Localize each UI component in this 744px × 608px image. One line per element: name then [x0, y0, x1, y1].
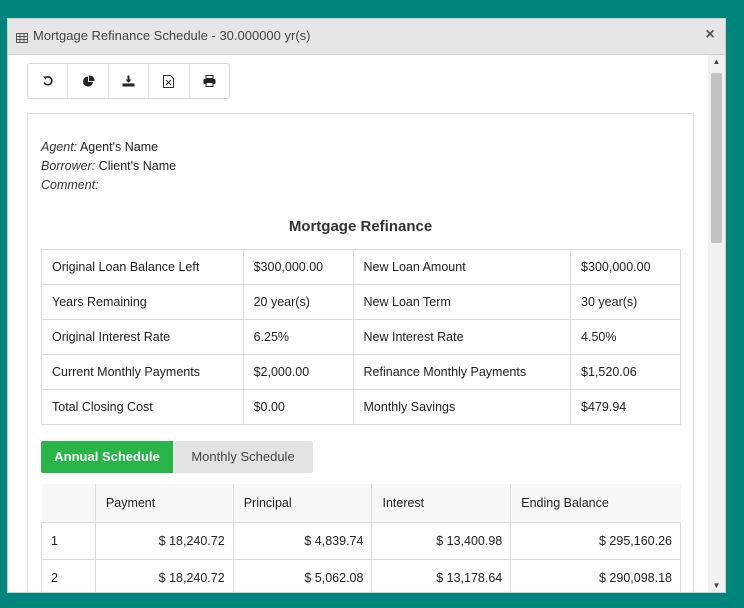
table-row: 1 $ 18,240.72 $ 4,839.74 $ 13,400.98 $ 2… [41, 522, 681, 560]
year-cell: 1 [41, 522, 96, 560]
summary-row: Current Monthly Payments $2,000.00 Refin… [41, 354, 681, 390]
download-button[interactable] [109, 64, 150, 98]
interest-cell: $ 13,400.98 [371, 522, 512, 560]
principal-cell: $ 4,839.74 [232, 522, 373, 560]
summary-value: $1,520.06 [570, 354, 681, 390]
close-icon[interactable]: × [705, 26, 715, 43]
summary-value: $2,000.00 [242, 354, 354, 390]
summary-label: Years Remaining [41, 284, 244, 320]
table-icon [16, 30, 28, 48]
table-row: 2 $ 18,240.72 $ 5,062.08 $ 13,178.64 $ 2… [41, 559, 681, 592]
schedule-header-row: Payment Principal Interest Ending Balanc… [41, 484, 681, 523]
scroll-down-icon[interactable]: ▼ [712, 581, 721, 590]
summary-label: Original Loan Balance Left [41, 249, 244, 285]
schedule-window: Mortgage Refinance Schedule - 30.000000 … [7, 18, 726, 593]
borrower-label: Borrower: [41, 159, 96, 173]
column-header [41, 484, 96, 523]
summary-value: 6.25% [242, 319, 354, 355]
year-cell: 2 [41, 559, 96, 592]
ending-balance-cell: $ 295,160.26 [510, 522, 681, 560]
title-bar: Mortgage Refinance Schedule - 30.000000 … [8, 19, 725, 55]
scroll-up-icon[interactable]: ▲ [712, 57, 721, 66]
report-panel: Agent: Agent's Name Borrower: Client's N… [27, 113, 694, 592]
schedule-table: Payment Principal Interest Ending Balanc… [41, 484, 681, 592]
summary-row: Years Remaining 20 year(s) New Loan Term… [41, 284, 681, 320]
summary-row: Original Interest Rate 6.25% New Interes… [41, 319, 681, 355]
column-header: Ending Balance [510, 484, 681, 523]
toolbar [27, 63, 230, 99]
vertical-scrollbar[interactable]: ▲ ▼ [708, 55, 725, 592]
summary-label: Refinance Monthly Payments [352, 354, 572, 390]
column-header: Payment [95, 484, 234, 523]
tab-monthly-schedule[interactable]: Monthly Schedule [173, 441, 313, 473]
summary-row: Original Loan Balance Left $300,000.00 N… [41, 249, 681, 285]
payment-cell: $ 18,240.72 [94, 522, 234, 560]
summary-label: New Loan Term [352, 284, 572, 320]
schedule-tabs: Annual Schedule Monthly Schedule [41, 441, 313, 473]
summary-label: New Interest Rate [352, 319, 572, 355]
column-header: Interest [371, 484, 512, 523]
agent-value: Agent's Name [79, 140, 159, 154]
excel-button[interactable] [149, 64, 190, 98]
summary-row: Total Closing Cost $0.00 Monthly Savings… [41, 389, 681, 425]
summary-label: Original Interest Rate [41, 319, 244, 355]
summary-label: New Loan Amount [352, 249, 572, 285]
refresh-button[interactable] [28, 64, 69, 98]
interest-cell: $ 13,178.64 [371, 559, 512, 592]
excel-icon [163, 74, 175, 88]
summary-value: $300,000.00 [570, 249, 681, 285]
summary-value: $479.94 [570, 389, 681, 425]
summary-label: Total Closing Cost [41, 389, 244, 425]
tab-annual-schedule[interactable]: Annual Schedule [41, 441, 173, 473]
summary-value: 20 year(s) [242, 284, 354, 320]
summary-value: 30 year(s) [570, 284, 681, 320]
report-heading: Mortgage Refinance [288, 218, 433, 235]
summary-value: $0.00 [242, 389, 354, 425]
window-title: Mortgage Refinance Schedule - 30.000000 … [33, 28, 311, 43]
download-icon [122, 75, 135, 87]
pie-chart-icon [82, 74, 95, 86]
borrower-value: Client's Name [98, 159, 177, 173]
comment-label: Comment: [41, 178, 99, 192]
chart-button[interactable] [68, 64, 109, 98]
summary-label: Monthly Savings [352, 389, 572, 425]
summary-value: $300,000.00 [242, 249, 354, 285]
summary-label: Current Monthly Payments [41, 354, 244, 390]
report-meta: Agent: Agent's Name Borrower: Client's N… [41, 138, 176, 195]
scrollbar-thumb[interactable] [711, 73, 722, 243]
print-icon [203, 75, 216, 87]
column-header: Principal [233, 484, 373, 523]
summary-table: Original Loan Balance Left $300,000.00 N… [41, 249, 681, 425]
agent-label: Agent: [41, 140, 78, 154]
print-button[interactable] [190, 64, 229, 98]
payment-cell: $ 18,240.72 [94, 559, 234, 592]
summary-value: 4.50% [570, 319, 681, 355]
principal-cell: $ 5,062.08 [232, 559, 373, 592]
refresh-icon [42, 76, 53, 86]
content-area: Agent: Agent's Name Borrower: Client's N… [8, 55, 708, 592]
ending-balance-cell: $ 290,098.18 [510, 559, 681, 592]
